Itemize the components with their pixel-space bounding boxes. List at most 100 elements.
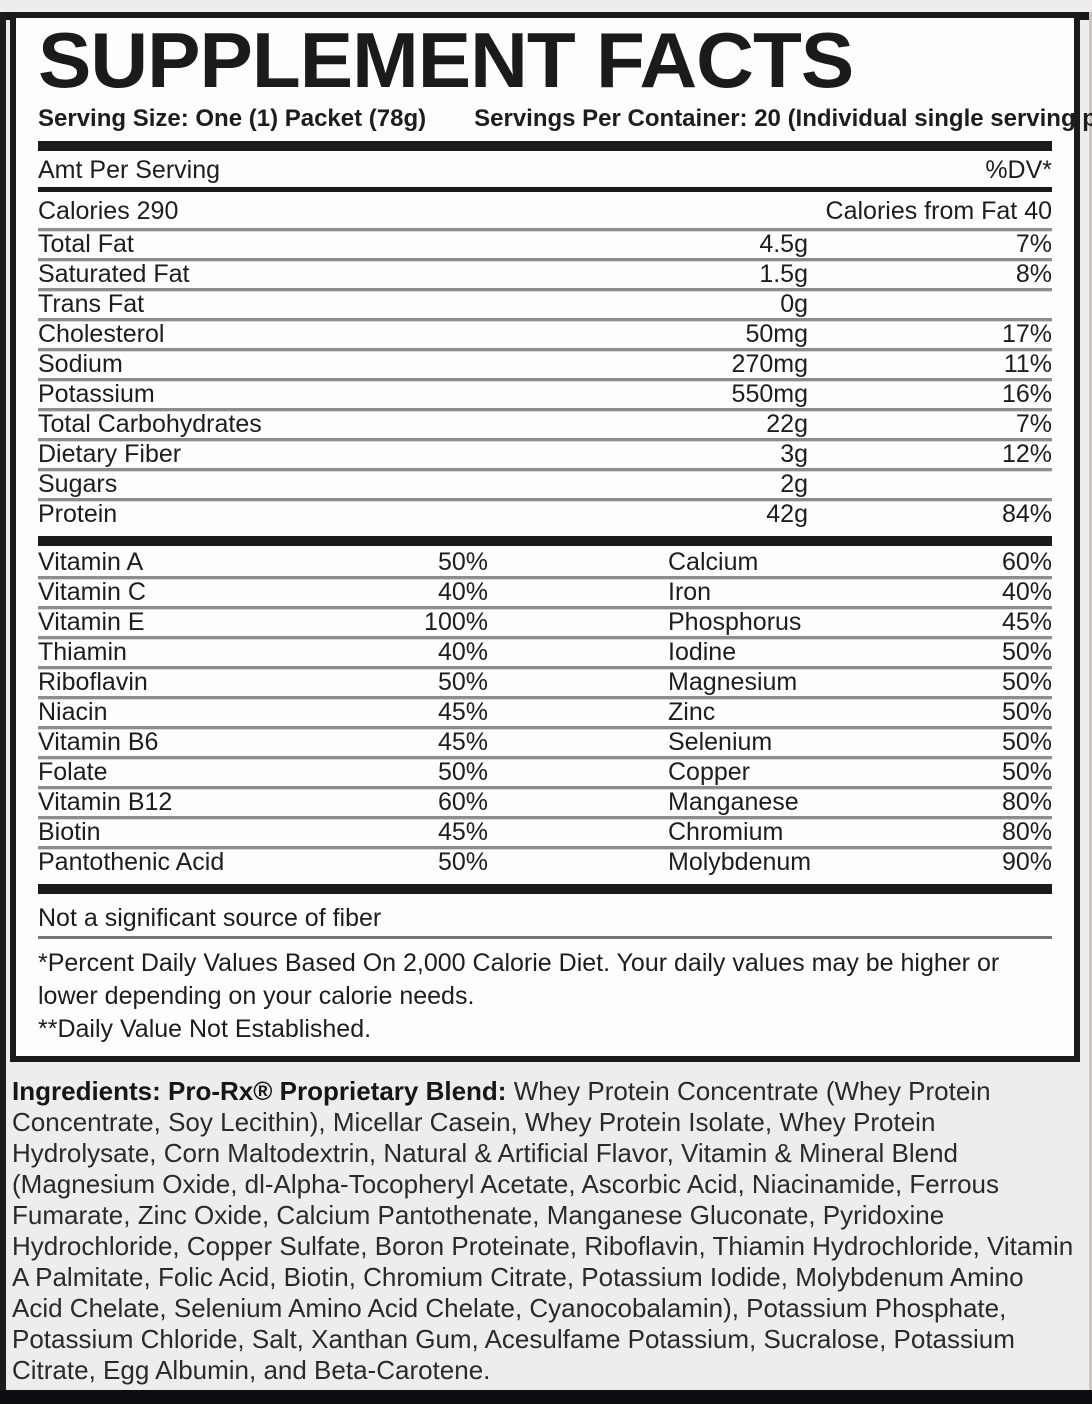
vitamin-row: Niacin 45% Zinc 50% [38,696,1052,726]
vitamin-name-left: Vitamin B12 [38,788,173,817]
vitamin-value-right: 45% [1001,608,1052,637]
nutrient-amount: 22g [766,410,808,439]
nutrient-name: Potassium [38,380,155,409]
nutrient-daily-value: 84% [1001,500,1052,529]
vitamin-name-right: Chromium [668,818,784,847]
vitamin-value-left: 60% [437,788,488,817]
nutrient-row: Total Fat 4.5g 7% [38,228,1052,258]
vitamin-name-right: Copper [668,758,750,787]
calories-row: Calories 290 Calories from Fat 40 [38,192,1052,228]
divider-bar-thick [38,884,1052,895]
vitamin-name-right: Iron [668,578,712,607]
vitamin-value-left: 45% [437,728,488,757]
nutrient-daily-value: 7% [1015,230,1052,259]
nutrient-amount: 550mg [731,380,808,409]
nutrient-name: Protein [38,500,118,529]
nutrient-name: Total Fat [38,230,134,259]
vitamin-name-left: Thiamin [38,638,127,667]
nutrient-row: Sodium 270mg 11% [38,348,1052,378]
vitamin-name-right: Molybdenum [668,848,812,877]
vitamin-value-left: 40% [437,578,488,607]
calories-value: Calories 290 [38,197,179,226]
vitamin-row: Thiamin 40% Iodine 50% [38,636,1052,666]
vitamin-name-left: Riboflavin [38,668,148,697]
divider-bar-thick [38,141,1052,152]
vitamin-row: Vitamin E 100% Phosphorus 45% [38,606,1052,636]
vitamin-value-right: 90% [1001,848,1052,877]
vitamin-name-right: Selenium [668,728,773,757]
nutrient-daily-value: 12% [1001,440,1052,469]
serving-info: Serving Size: One (1) Packet (78g) Servi… [38,105,1092,133]
page-title: SUPPLEMENT FACTS [38,17,854,104]
vitamin-row: Vitamin C 40% Iron 40% [38,576,1052,606]
nutrient-name: Cholesterol [38,320,165,349]
not-established-footnote: **Daily Value Not Established. [38,1015,372,1044]
vitamin-value-right: 50% [1001,638,1052,667]
vitamin-value-right: 50% [1001,668,1052,697]
vitamin-name-left: Vitamin E [38,608,145,637]
nutrient-daily-value: 7% [1015,410,1052,439]
vitamin-value-right: 60% [1001,548,1052,577]
vitamin-name-right: Iodine [668,638,737,667]
nutrient-daily-value [808,471,1052,498]
nutrient-daily-value: 17% [1001,320,1052,349]
vitamin-name-right: Phosphorus [668,608,802,637]
vitamin-row: Vitamin A 50% Calcium 60% [38,549,1052,576]
dv-header: %DV* [985,156,1052,185]
vitamin-value-right: 50% [1001,698,1052,727]
daily-value-footnote: *Percent Daily Values Based On 2,000 Cal… [38,949,1000,1011]
vitamin-name-left: Niacin [38,698,108,727]
vitamin-value-left: 40% [437,638,488,667]
ingredients-body: Whey Protein Concentrate (Whey Protein C… [12,1076,1074,1386]
vitamin-value-left: 45% [437,818,488,847]
supplement-facts-panel: SUPPLEMENT FACTS Serving Size: One (1) P… [10,12,1092,1063]
nutrient-row: Protein 42g 84% [38,498,1052,528]
calories-from-fat-value: Calories from Fat 40 [825,197,1052,226]
nutrients-table: Total Fat 4.5g 7% Saturated Fat 1.5g 8% … [38,228,1052,528]
vitamin-row: Folate 50% Copper 50% [38,756,1052,786]
nutrient-amount: 0g [780,290,808,319]
vitamin-value-left: 45% [437,698,488,727]
vitamin-name-left: Pantothenic Acid [38,848,225,877]
nutrient-name: Total Carbohydrates [38,410,262,439]
vitamin-name-right: Calcium [668,548,759,577]
servings-per-container-text: Servings Per Container: 20 (Individual s… [474,105,1092,133]
vitamin-value-right: 80% [1001,788,1052,817]
vitamin-row: Biotin 45% Chromium 80% [38,816,1052,846]
vitamins-table: Vitamin A 50% Calcium 60% Vitamin C 40% … [38,549,1052,876]
nutrient-name: Sodium [38,350,123,379]
vitamin-row: Vitamin B6 45% Selenium 50% [38,726,1052,756]
vitamin-value-left: 50% [437,548,488,577]
nutrient-name: Trans Fat [38,290,145,319]
nutrient-row: Trans Fat 0g [38,288,1052,318]
nutrient-daily-value: 16% [1001,380,1052,409]
vitamin-value-left: 50% [437,848,488,877]
nutrient-amount: 50mg [745,320,808,349]
scan-edge-bottom [0,1390,1092,1404]
nutrient-daily-value [808,291,1052,318]
vitamin-value-left: 100% [424,608,488,637]
nutrient-daily-value: 11% [1003,350,1052,379]
vitamin-name-right: Manganese [668,788,799,817]
vitamin-value-right: 40% [1001,578,1052,607]
ingredients-paragraph: Ingredients: Pro-Rx® Proprietary Blend: … [12,1076,1078,1386]
nutrient-amount: 4.5g [759,230,808,259]
vitamin-value-right: 50% [1001,728,1052,757]
amt-per-serving-header: Amt Per Serving [38,156,221,185]
vitamin-value-right: 50% [1001,758,1052,787]
scan-edge-left [0,12,6,1404]
nutrient-name: Saturated Fat [38,260,190,289]
vitamin-value-left: 50% [437,758,488,787]
nutrient-daily-value: 8% [1015,260,1052,289]
table-header-row: Amt Per Serving %DV* [38,153,1052,193]
nutrient-name: Dietary Fiber [38,440,182,469]
nutrient-name: Sugars [38,470,118,499]
nutrient-amount: 42g [766,500,808,529]
vitamin-name-left: Biotin [38,818,101,847]
nutrient-row: Saturated Fat 1.5g 8% [38,258,1052,288]
nutrient-amount: 2g [780,470,808,499]
vitamin-name-right: Zinc [668,698,716,727]
nutrient-row: Total Carbohydrates 22g 7% [38,408,1052,438]
vitamin-row: Riboflavin 50% Magnesium 50% [38,666,1052,696]
nutrient-row: Sugars 2g [38,468,1052,498]
